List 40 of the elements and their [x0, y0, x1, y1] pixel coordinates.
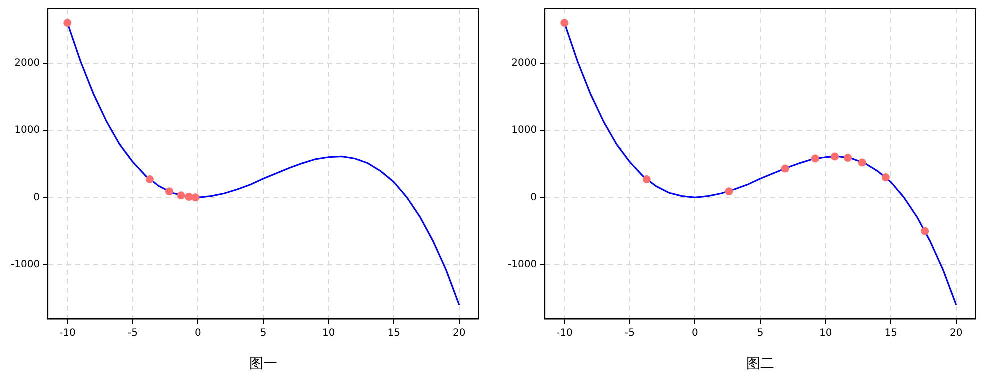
point [560, 19, 569, 28]
point [192, 194, 200, 202]
x-axis-title: 图一 [250, 356, 278, 372]
point [781, 164, 790, 173]
x-axis-title: 图二 [746, 356, 775, 372]
x-tick-label: -5 [128, 328, 138, 339]
point [64, 19, 72, 28]
x-tick-label: 0 [195, 328, 202, 339]
y-tick-label: 0 [530, 192, 538, 204]
point [830, 152, 839, 161]
x-tick-label: 10 [819, 328, 832, 339]
point [921, 227, 930, 236]
point [166, 188, 174, 196]
x-tick-label: -5 [624, 328, 635, 339]
x-tick-label: 20 [950, 328, 963, 339]
x-tick-label: 15 [884, 328, 898, 339]
point [725, 188, 734, 196]
x-tick-label: 0 [692, 328, 698, 339]
x-tick-label: -10 [556, 328, 573, 339]
y-tick-label: 2000 [14, 58, 40, 69]
point [177, 192, 186, 200]
y-tick-label: -1000 [10, 259, 40, 270]
point [811, 154, 820, 163]
y-tick-label: 1000 [512, 125, 538, 136]
x-tick-label: 10 [322, 328, 336, 339]
y-tick-label: 1000 [14, 125, 40, 136]
point [642, 176, 651, 184]
y-tick-label: 0 [34, 192, 40, 204]
point [882, 174, 890, 182]
x-tick-label: 5 [757, 328, 764, 339]
x-tick-label: -10 [59, 328, 76, 339]
x-tick-label: 5 [260, 328, 267, 339]
point [185, 193, 194, 201]
x-tick-label: 20 [453, 328, 466, 339]
point [146, 176, 154, 184]
point [844, 154, 852, 162]
y-tick-label: -1000 [508, 259, 538, 270]
y-tick-label: 2000 [512, 58, 538, 69]
x-tick-label: 15 [388, 328, 400, 339]
point [858, 158, 866, 167]
